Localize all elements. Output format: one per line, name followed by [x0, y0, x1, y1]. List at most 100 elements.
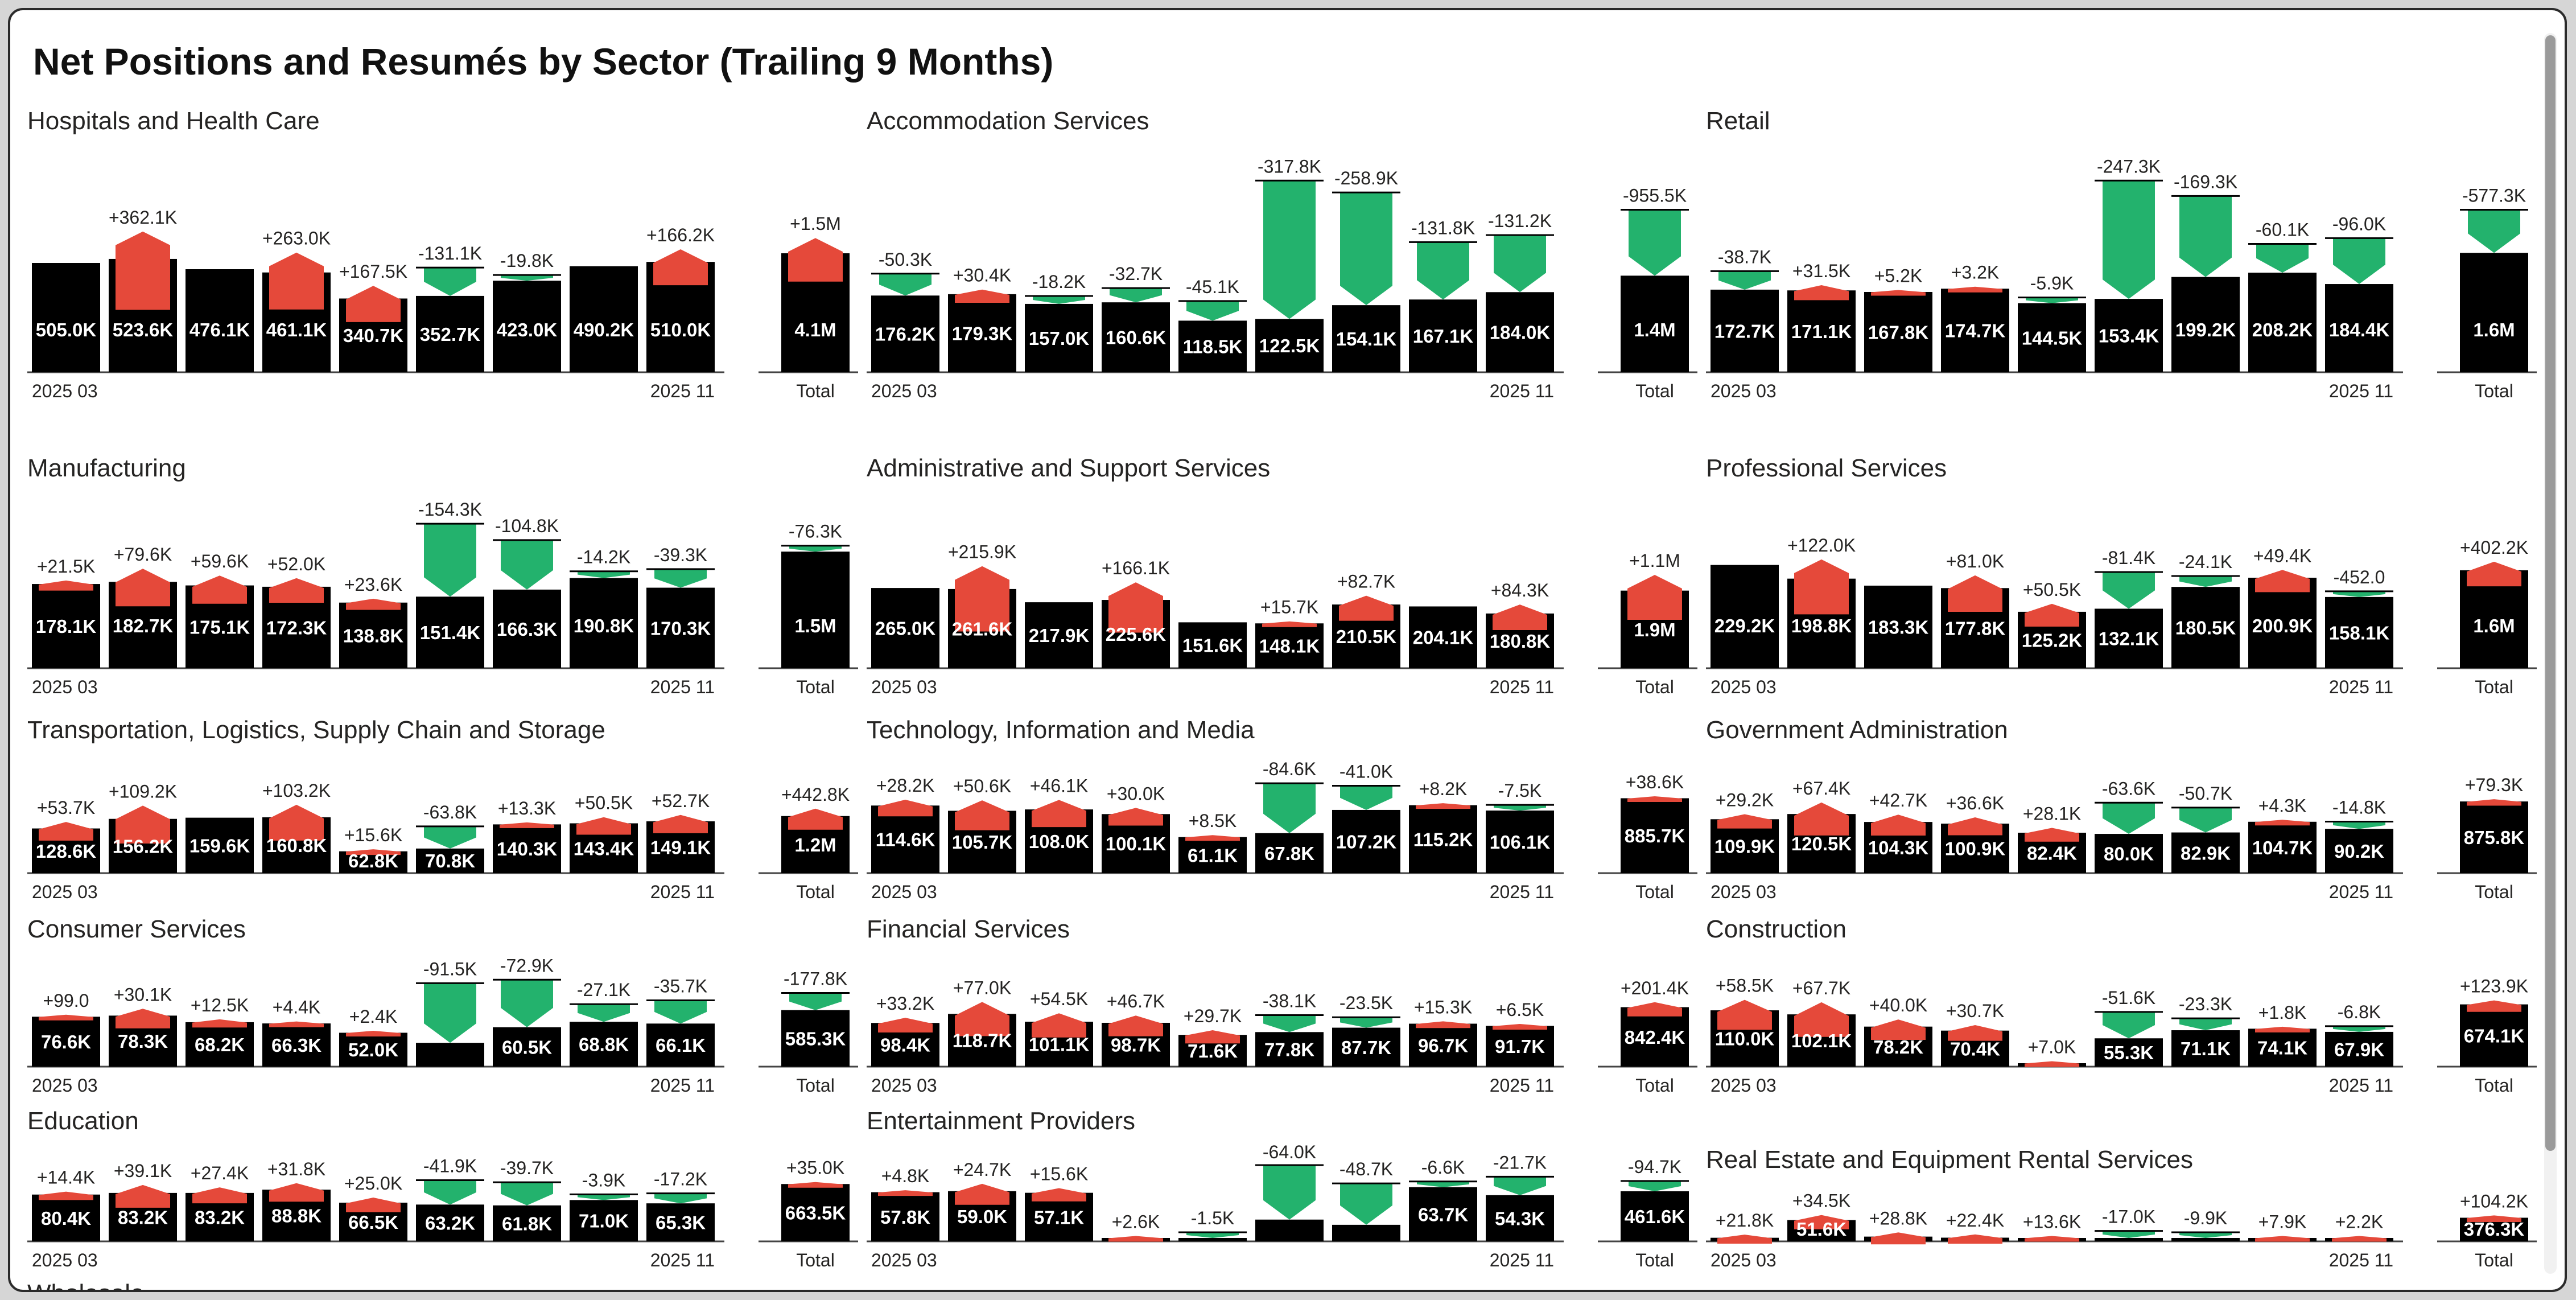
- delta-label: +201.4K: [1621, 978, 1689, 998]
- increase-marker: [346, 849, 401, 855]
- value-label: 149.1K: [650, 837, 711, 858]
- delta-label: -41.9K: [423, 1155, 477, 1176]
- value-label: 98.4K: [880, 1035, 930, 1056]
- panel-title: Construction: [1706, 915, 1847, 943]
- month-bar: [871, 588, 939, 668]
- report-canvas: Net Positions and Resumés by Sector (Tra…: [8, 8, 2567, 1292]
- sector-panel-consumer-services: Consumer Services +99.0 76.6K +30.1K 78.3K +1…: [27, 915, 858, 1097]
- value-label: 51.6K: [1796, 1219, 1847, 1240]
- decrease-marker: [1340, 1183, 1392, 1225]
- value-label: 172.7K: [1714, 320, 1775, 342]
- value-label: 74.1K: [2257, 1038, 2307, 1059]
- delta-label: +59.6K: [191, 551, 249, 571]
- value-label: 62.8K: [348, 850, 398, 871]
- value-label: 875.8K: [2464, 827, 2525, 848]
- panel-title: Real Estate and Equipment Rental Service…: [1706, 1146, 2194, 1174]
- month-bar: [1486, 1026, 1554, 1067]
- axis-end-label: 2025 11: [1490, 381, 1554, 401]
- increase-marker: [1871, 1019, 1926, 1040]
- delta-label: +67.4K: [1792, 778, 1850, 799]
- value-label: 178.1K: [36, 616, 97, 637]
- value-label: 156.2K: [113, 836, 174, 857]
- axis-start-label: 2025 03: [871, 882, 937, 902]
- increase-marker: [1627, 1002, 1682, 1017]
- delta-label: +30.4K: [953, 265, 1011, 286]
- decrease-marker: [1110, 288, 1162, 303]
- month-bar: [1332, 305, 1400, 372]
- decrease-marker: [1263, 783, 1316, 833]
- delta-label: +22.4K: [1946, 1210, 2004, 1231]
- panel-title: Hospitals and Health Care: [27, 107, 320, 135]
- increase-marker: [1108, 808, 1163, 826]
- month-bar: [2248, 273, 2317, 372]
- delta-label: +29.2K: [1716, 789, 1774, 810]
- delta-label: +1.1M: [1629, 550, 1680, 571]
- delta-label: -50.7K: [2179, 783, 2232, 804]
- axis-end-label: 2025 11: [650, 381, 715, 401]
- waterfall-chart: +99.0 76.6K +30.1K 78.3K +12.5K 68.2K +4.4K 66.…: [27, 955, 858, 1096]
- axis-end-label: 2025 11: [2329, 1250, 2393, 1270]
- increase-marker: [576, 817, 631, 835]
- delta-label: -48.7K: [1339, 1159, 1393, 1179]
- delta-label: -18.2K: [1032, 271, 1086, 292]
- decrease-marker: [501, 540, 553, 590]
- delta-label: +28.8K: [1869, 1208, 1927, 1228]
- total-bar: [1621, 798, 1689, 873]
- decrease-marker: [578, 1194, 630, 1200]
- delta-label: -14.8K: [2332, 797, 2386, 818]
- month-bar: [2325, 829, 2393, 873]
- increase-marker: [1032, 1188, 1086, 1202]
- increase-marker: [1262, 621, 1317, 627]
- delta-label: +15.6K: [344, 825, 402, 845]
- increase-marker: [346, 1198, 401, 1212]
- delta-label: +77.0K: [953, 977, 1011, 998]
- axis-end-label: 2025 11: [650, 1250, 715, 1270]
- delta-label: -76.3K: [789, 521, 842, 542]
- delta-label: +8.2K: [1419, 779, 1468, 799]
- waterfall-chart: 505.0K +362.1K 523.6K 476.1K +263.0K 461.1K +1…: [27, 207, 858, 401]
- decrease-marker: [1033, 296, 1085, 304]
- value-label: 663.5K: [785, 1203, 846, 1224]
- month-bar: [416, 1204, 484, 1241]
- scrollbar-thumb[interactable]: [2545, 35, 2556, 1151]
- delta-label: -17.2K: [654, 1169, 707, 1190]
- delta-label: +29.7K: [1184, 1006, 1242, 1026]
- increase-marker: [2467, 1000, 2521, 1012]
- delta-label: -9.9K: [2184, 1208, 2227, 1228]
- delta-label: -131.8K: [1411, 217, 1475, 238]
- delta-label: +54.5K: [1030, 989, 1088, 1009]
- delta-label: -51.6K: [2102, 988, 2155, 1008]
- decrease-marker: [1494, 805, 1546, 811]
- month-bar: [2171, 1238, 2240, 1241]
- decrease-marker: [1417, 242, 1469, 300]
- increase-marker: [1794, 1215, 1849, 1229]
- value-label: 120.5K: [1791, 833, 1852, 854]
- value-label: 158.1K: [2329, 622, 2390, 643]
- value-label: 4.1M: [794, 319, 836, 340]
- sector-panel-real-estate-and-equipment-rental-services: Real Estate and Equipment Rental Service…: [1706, 1146, 2537, 1272]
- value-label: 138.8K: [343, 625, 404, 646]
- value-label: 68.8K: [579, 1034, 629, 1055]
- increase-marker: [1794, 285, 1849, 301]
- month-bar: [1486, 292, 1554, 372]
- delta-label: -23.5K: [1339, 993, 1393, 1013]
- increase-marker: [1717, 1235, 1772, 1244]
- total-bar: [2460, 801, 2528, 873]
- increase-marker: [1108, 1015, 1163, 1036]
- decrease-marker: [2333, 591, 2385, 597]
- value-label: 177.8K: [1945, 618, 2006, 639]
- increase-marker: [269, 578, 324, 603]
- axis-total-label: Total: [1635, 1075, 1674, 1096]
- axis-start-label: 2025 03: [871, 381, 937, 401]
- sector-panel-technology-information-and-media: Technology, Information and Media +28.2K 1…: [867, 716, 1697, 904]
- axis-start-label: 2025 03: [32, 882, 98, 902]
- sector-panel-government-administration: Government Administration +29.2K 109.9K +67…: [1706, 716, 2537, 904]
- increase-marker: [116, 805, 170, 844]
- decrease-marker: [2179, 196, 2232, 277]
- delta-label: -35.7K: [654, 976, 707, 996]
- delta-label: -247.3K: [2097, 156, 2161, 176]
- delta-label: +402.2K: [2460, 537, 2528, 558]
- value-label: 114.6K: [876, 829, 935, 850]
- decrease-marker: [2103, 572, 2155, 609]
- delta-label: -577.3K: [2462, 186, 2526, 206]
